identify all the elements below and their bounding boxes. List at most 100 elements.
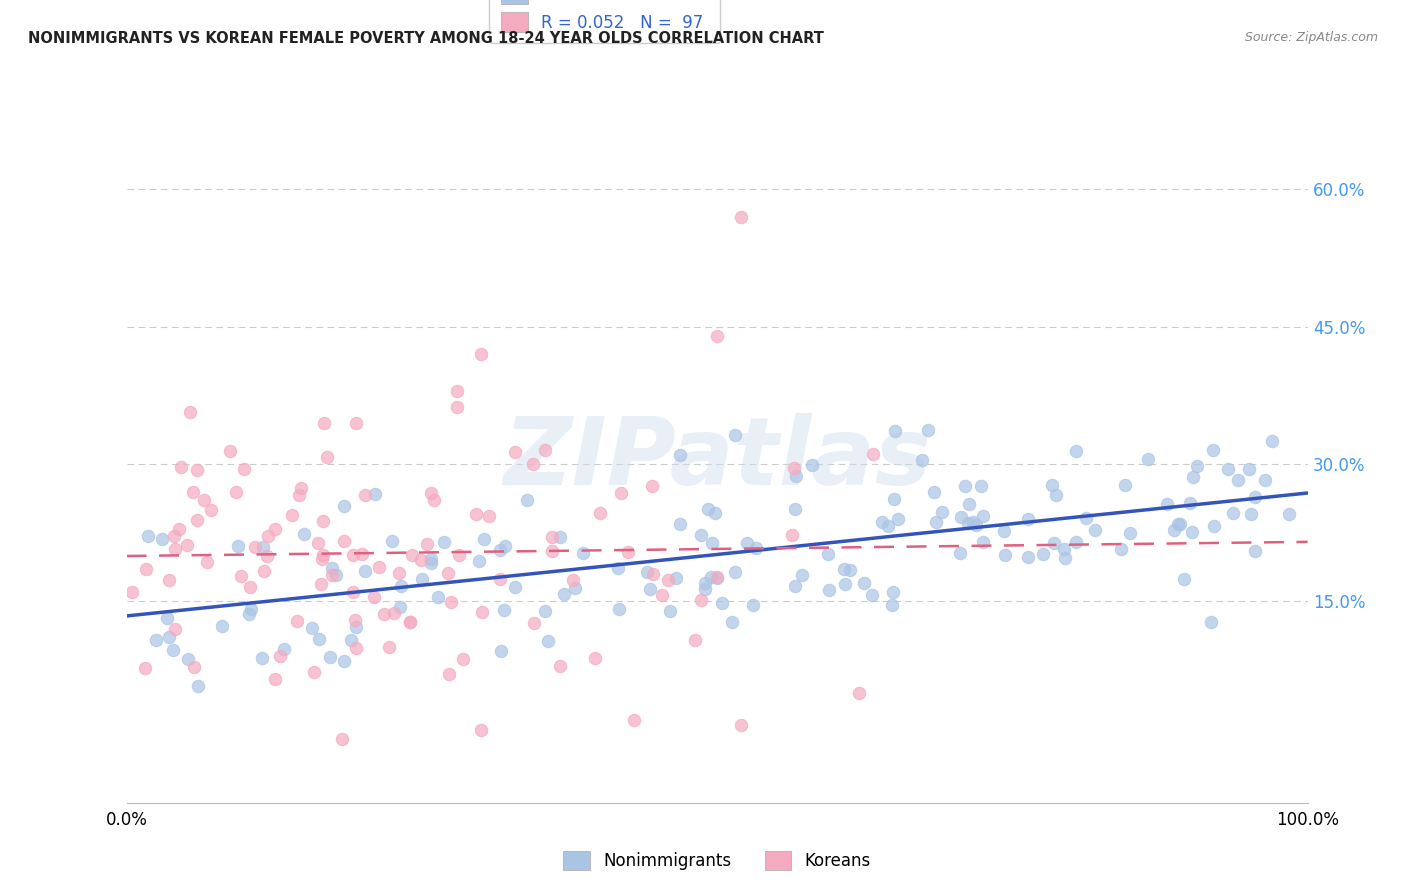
Point (195, 556, 218, 570)
Point (344, 620, 367, 634)
Point (785, 501, 807, 516)
Point (465, 507, 488, 521)
Point (638, 582, 661, 596)
Point (186, 463, 208, 477)
Point (1040, 478, 1063, 492)
Point (710, 596, 733, 610)
Point (156, 611, 179, 625)
Point (1187, 459, 1209, 474)
Point (880, 598, 903, 612)
Point (381, 534, 404, 549)
Point (1064, 535, 1087, 549)
Point (232, 462, 254, 476)
Point (354, 564, 377, 578)
Point (689, 528, 711, 542)
Point (186, 513, 208, 527)
Point (321, 568, 343, 582)
Point (470, 347, 492, 361)
Point (541, 531, 564, 545)
Point (211, 619, 233, 633)
Point (696, 501, 718, 516)
Point (316, 450, 339, 465)
Point (957, 497, 980, 511)
Point (135, 562, 157, 576)
Point (700, 570, 723, 584)
Point (350, 548, 373, 562)
Point (706, 570, 728, 584)
Point (1173, 572, 1195, 586)
Text: ZIPatlas: ZIPatlas (503, 413, 931, 506)
Point (302, 665, 325, 680)
Point (724, 565, 747, 579)
Point (1167, 516, 1189, 531)
Point (252, 540, 274, 554)
Point (342, 548, 364, 562)
Point (704, 506, 727, 520)
Point (564, 581, 586, 595)
Point (1278, 507, 1301, 521)
Point (669, 448, 692, 462)
Legend: Nonimmigrants, Koreans: Nonimmigrants, Koreans (557, 845, 877, 877)
Point (163, 542, 186, 557)
Point (700, 536, 723, 550)
Point (1053, 541, 1076, 556)
Point (470, 723, 492, 737)
Point (238, 607, 260, 622)
Point (472, 532, 495, 546)
Point (641, 566, 664, 581)
Point (693, 582, 716, 596)
Point (917, 424, 939, 438)
Point (607, 602, 630, 616)
Point (256, 529, 278, 543)
Point (453, 652, 475, 666)
Point (817, 547, 839, 561)
Point (534, 442, 557, 457)
Point (721, 615, 744, 629)
Point (834, 577, 856, 591)
Point (1017, 549, 1039, 564)
Point (478, 508, 501, 523)
Point (1240, 507, 1263, 521)
Point (240, 602, 263, 616)
Point (1053, 551, 1076, 566)
Point (273, 641, 295, 656)
Point (290, 481, 312, 495)
Point (742, 599, 765, 613)
Point (162, 643, 184, 657)
Point (882, 584, 904, 599)
Point (449, 549, 471, 563)
Point (1156, 498, 1178, 512)
Point (1119, 525, 1142, 540)
Point (1042, 536, 1064, 550)
Point (389, 579, 412, 593)
Point (340, 632, 363, 647)
Point (332, 654, 354, 668)
Point (1181, 469, 1204, 483)
Point (423, 492, 446, 507)
Point (1222, 506, 1244, 520)
Point (839, 563, 862, 577)
Point (610, 486, 633, 500)
Point (1181, 524, 1204, 539)
Point (364, 487, 387, 501)
Point (503, 445, 526, 459)
Point (534, 604, 557, 618)
Point (226, 539, 249, 553)
Point (730, 718, 752, 732)
Point (409, 552, 432, 566)
Point (250, 651, 273, 665)
Point (494, 539, 516, 553)
Point (468, 554, 491, 568)
Point (523, 615, 546, 630)
Point (159, 630, 181, 644)
Point (426, 591, 449, 605)
Point (548, 659, 571, 673)
Point (706, 571, 728, 585)
Point (229, 569, 252, 583)
Point (419, 552, 441, 566)
Point (436, 566, 458, 580)
Point (136, 528, 159, 542)
Point (792, 567, 814, 582)
Point (399, 615, 422, 630)
Point (541, 543, 564, 558)
